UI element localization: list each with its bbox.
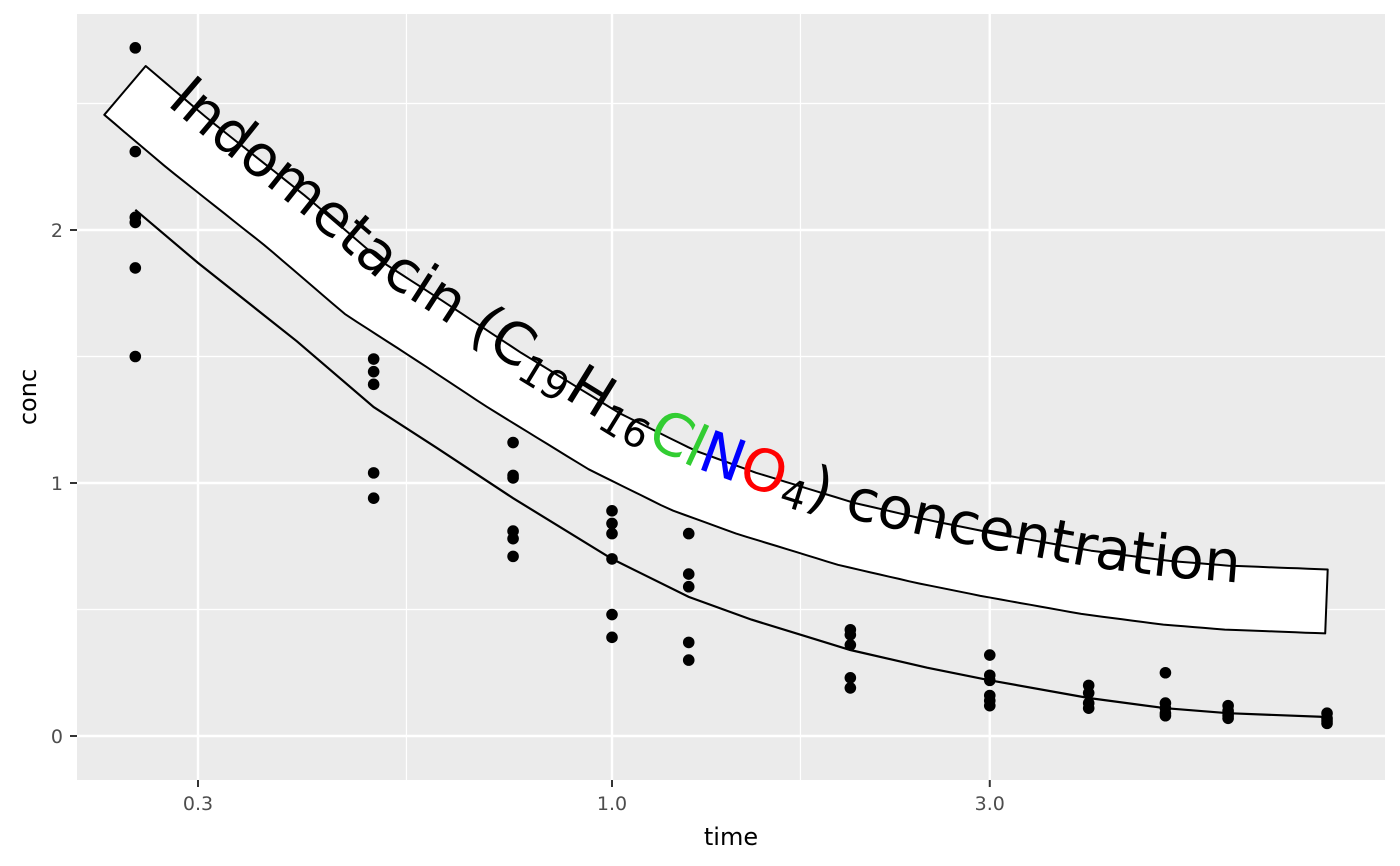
data-point [682, 568, 695, 580]
x-tick-label: 3.0 [975, 793, 1005, 815]
y-axis-title: conc [14, 369, 42, 425]
data-point [983, 699, 996, 712]
data-point [1082, 687, 1095, 699]
data-point [507, 436, 519, 449]
data-point [507, 472, 519, 484]
data-point [507, 550, 519, 563]
data-point [682, 527, 695, 540]
data-point [606, 505, 618, 517]
data-point [606, 527, 618, 540]
data-point [129, 216, 142, 229]
data-point [983, 674, 996, 687]
data-point [1159, 709, 1172, 722]
data-point [367, 378, 380, 391]
x-axis-title: time [704, 823, 758, 851]
data-point [844, 629, 857, 641]
data-point [1321, 717, 1333, 730]
data-point [129, 42, 142, 54]
data-point [367, 365, 380, 378]
data-point [367, 467, 380, 479]
y-tick-label: 1 [51, 473, 63, 495]
data-point [983, 649, 996, 661]
data-point [367, 353, 380, 365]
data-point [844, 672, 857, 684]
x-tick-label: 1.0 [597, 793, 627, 815]
y-tick-label: 0 [51, 726, 63, 748]
data-point [682, 580, 695, 593]
data-point [682, 636, 695, 649]
data-point [129, 350, 142, 363]
y-tick-label: 2 [51, 220, 63, 242]
data-point [844, 639, 857, 651]
data-point [606, 608, 618, 621]
data-points [129, 42, 1333, 730]
fit-curve-line [134, 208, 1328, 719]
data-point [129, 262, 142, 274]
data-point [1222, 712, 1234, 725]
label-band-box [103, 65, 1329, 635]
data-point [606, 631, 618, 644]
panel-background [77, 14, 1385, 780]
data-point [129, 145, 142, 158]
axes: 0.3 1.0 3.0 0 1 2 [51, 220, 1005, 815]
data-point [1159, 666, 1172, 679]
data-point [367, 492, 380, 504]
data-point [844, 682, 857, 694]
x-tick-label: 0.3 [183, 793, 213, 815]
data-point [606, 553, 618, 565]
data-point [507, 532, 519, 545]
data-point [1082, 702, 1095, 714]
fit-curve-layer [134, 208, 1328, 719]
data-point [606, 517, 618, 530]
data-point [682, 654, 695, 666]
